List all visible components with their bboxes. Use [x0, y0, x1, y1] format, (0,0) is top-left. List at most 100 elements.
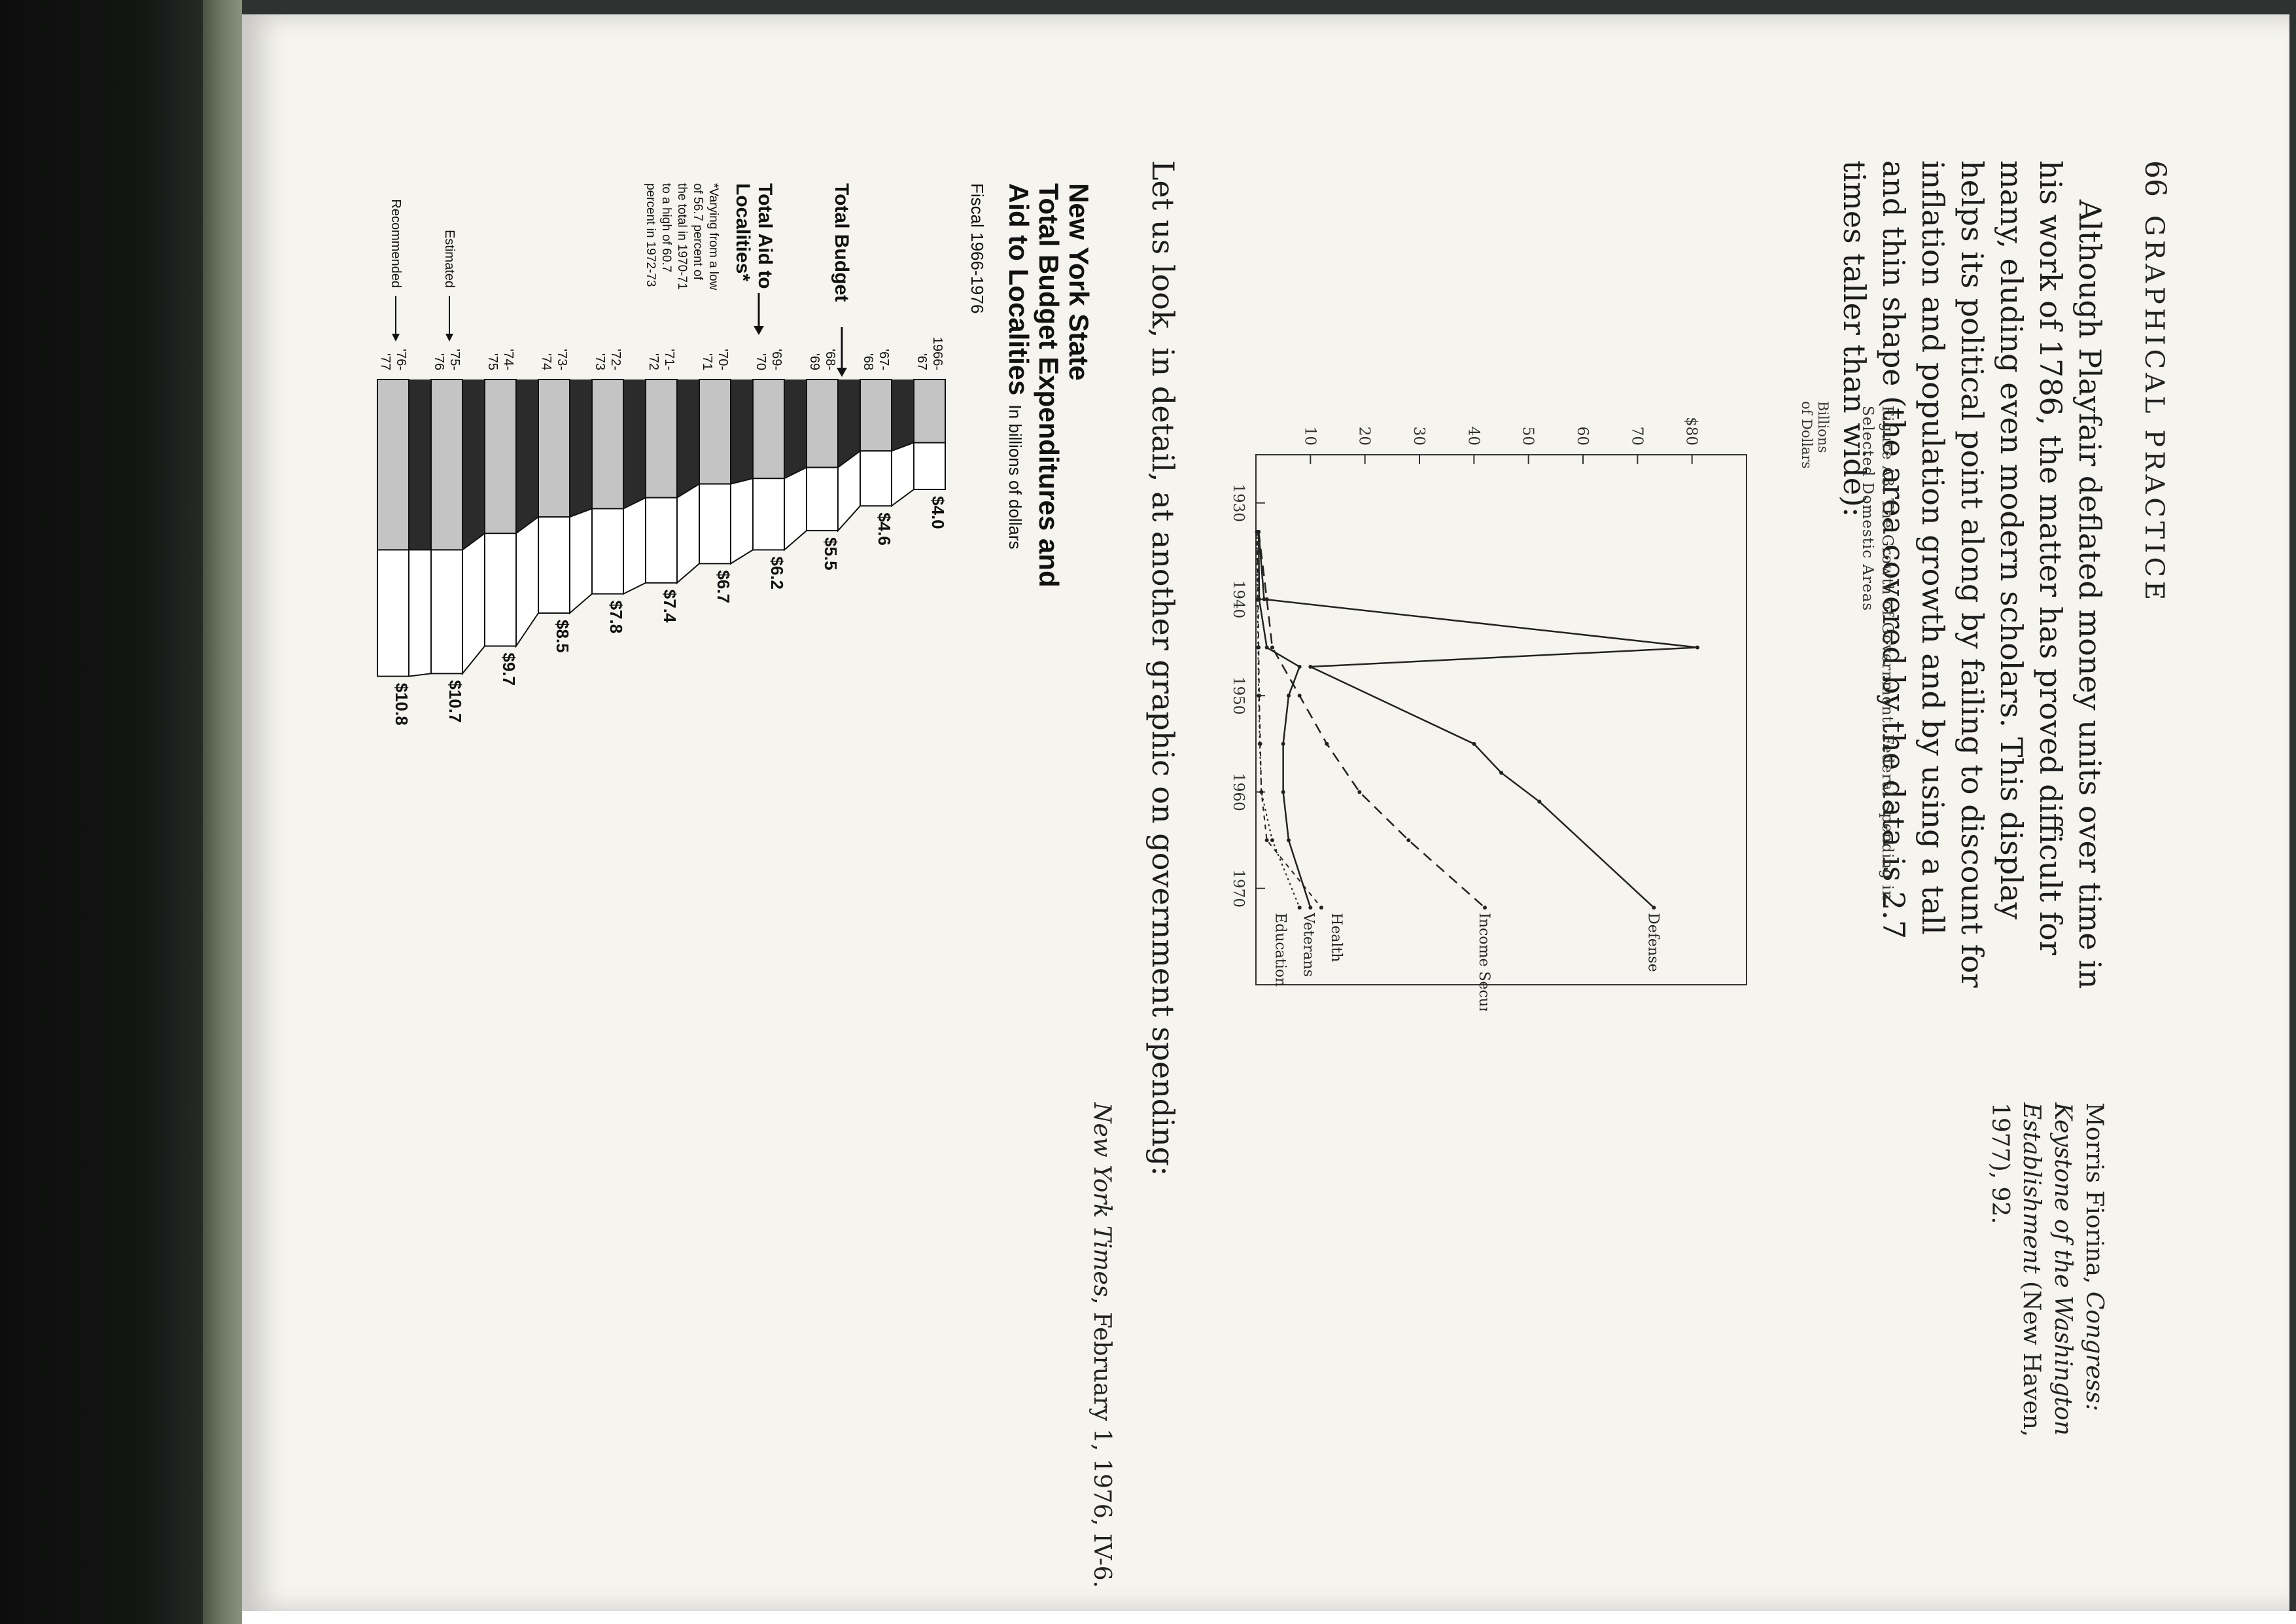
series-label: Income Security: [1476, 913, 1492, 1011]
estimated-label: Estimated: [442, 230, 457, 288]
aid-bar: [484, 379, 517, 535]
budget-value-label: $6.2: [767, 556, 787, 590]
category-label: '76: [432, 353, 446, 370]
aid-bar: [591, 379, 624, 510]
total-budget-arrowhead: [837, 368, 847, 377]
budget-bar: [806, 467, 839, 531]
series-point: [1255, 597, 1260, 601]
series-point: [1264, 645, 1269, 650]
series-point: [1357, 790, 1362, 794]
y-tick-label: $80: [1683, 417, 1700, 446]
category-label: '69-: [769, 349, 784, 370]
aid-wedge: [677, 380, 699, 498]
category-label: '73-: [555, 349, 569, 370]
series-point: [1483, 906, 1487, 910]
series-line-veterans: [1257, 531, 1312, 908]
series-point: [1264, 597, 1269, 601]
category-label: '67-: [877, 349, 891, 370]
page-number: 66: [2138, 160, 2172, 197]
y-axis-label-line: of Dollars: [1799, 401, 1815, 468]
figure-a3-series: [1255, 529, 1699, 910]
recommended-arrowhead: [392, 334, 400, 342]
aid-wedge: [462, 380, 485, 550]
y-tick-label: 20: [1356, 427, 1373, 446]
nyt-unit: In billions of dollars: [1005, 404, 1025, 549]
figure-a3-y-ticks: 10 20 30 40 50 60 70 $80: [1301, 417, 1700, 464]
series-line-income-security: [1257, 531, 1486, 909]
category-label: '68: [861, 353, 875, 370]
footnote-line: the total in 1970-71: [675, 183, 689, 290]
series-point: [1297, 906, 1302, 910]
nyt-title-line: New York State: [1064, 183, 1094, 381]
category-label: '67: [914, 353, 929, 370]
category-label: '71-: [662, 349, 676, 370]
x-tick-label: 1960: [1230, 773, 1247, 811]
estimated-arrowhead: [445, 334, 453, 342]
series-label: Veterans: [1300, 912, 1316, 977]
plot-frame: [1255, 454, 1747, 985]
budget-value-label: $4.6: [875, 512, 894, 546]
budget-bar: [377, 549, 409, 677]
aid-bar: [538, 379, 570, 518]
category-label: '70: [754, 353, 768, 370]
budget-bar: [699, 483, 731, 565]
y-tick-label: 60: [1574, 427, 1591, 446]
budget-value-label: $7.8: [606, 601, 626, 634]
figure-a3-chart: Billionsof Dollars 10 20 30 40 50 60 70 $80 193…: [1230, 401, 1831, 1011]
aid-wedge: [784, 380, 807, 479]
series-point: [1281, 741, 1285, 746]
aid-wedge: [570, 380, 592, 517]
y-tick-label: 40: [1465, 427, 1482, 446]
series-point: [1537, 800, 1542, 804]
y-axis-label: Billionsof Dollars: [1799, 401, 1831, 468]
series-point: [1297, 665, 1302, 669]
total-aid-arrowhead: [754, 326, 764, 335]
category-label: '75-: [447, 349, 462, 370]
y-tick-label: 70: [1628, 427, 1645, 446]
category-label: '70-: [716, 349, 730, 370]
series-point: [1270, 645, 1274, 650]
total-budget-label: Total Budget: [831, 183, 852, 302]
footnote-line: of 56.7 percent of: [691, 183, 704, 281]
nyt-credit: New York Times, February 1, 1976, IV-6.: [1088, 1103, 1115, 1588]
series-point: [1262, 597, 1266, 601]
nyt-chart-category-labels: 1966-'67 '67-'68 '68-'69 '69-'70 '70-'71 '71-…: [378, 337, 945, 370]
x-tick-label: 1930: [1230, 484, 1247, 522]
budget-wedge: [515, 516, 539, 648]
citation-author: Morris Fiorina,: [2081, 1103, 2108, 1292]
category-label: '71: [700, 353, 714, 370]
series-point: [1499, 771, 1503, 775]
series-point: [1259, 790, 1264, 794]
aid-bar: [699, 379, 731, 485]
series-point: [1319, 906, 1323, 910]
x-tick-label: 1940: [1230, 580, 1247, 619]
aid-wedge: [731, 380, 753, 484]
category-label: '68-: [823, 349, 837, 370]
book-spine-edge: [203, 0, 242, 1624]
aid-bar: [913, 379, 946, 444]
nyt-chart-annotations: Estimated Recommended: [389, 199, 457, 342]
category-label: '74: [539, 353, 553, 370]
series-point: [1652, 906, 1656, 910]
nyt-chart-bars: [377, 379, 946, 677]
nyt-title-line: Aid to LocalitiesIn billions of dollars: [1003, 183, 1034, 550]
series-label: Education: [1272, 913, 1289, 987]
series-point: [1406, 838, 1411, 843]
category-label: '74-: [501, 349, 515, 370]
series-point: [1472, 741, 1476, 746]
budget-wedge: [569, 507, 593, 615]
aid-wedge: [623, 380, 646, 509]
aid-wedge: [838, 380, 860, 468]
series-point: [1287, 694, 1291, 698]
budget-wedge: [784, 466, 807, 552]
aid-wedge: [409, 380, 431, 550]
aid-bar: [645, 379, 678, 499]
figure-a3-series-labels: Defense Income Security Health Veterans Educ…: [1272, 912, 1661, 1011]
credit-date: , February 1, 1976, IV-6.: [1088, 1297, 1115, 1589]
category-label: '73: [593, 353, 607, 370]
series-point: [1287, 838, 1291, 843]
series-label: Defense: [1644, 913, 1661, 972]
budget-value-label: $6.7: [714, 570, 733, 603]
